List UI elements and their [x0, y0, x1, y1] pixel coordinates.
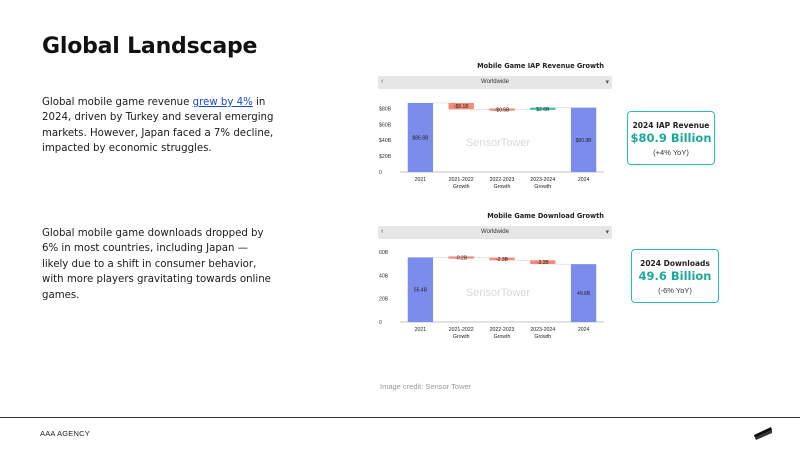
x-tick-label: 2021 [415, 177, 427, 183]
data-label: -3.3B [537, 260, 550, 266]
y-tick-label: $40B [379, 138, 392, 144]
kpi-label: 2024 Downloads [640, 259, 710, 268]
y-tick-label: 0 [379, 320, 382, 326]
bar [407, 257, 434, 322]
download-plot: SensorTower 0 20B 40B 60B 55.4B 2021 -0.2B 2021-… [379, 250, 604, 340]
kpi-change: (+4% YoY) [653, 148, 689, 157]
region-dropdown-label: Worldwide [481, 229, 509, 235]
x-tick-label: Growth [453, 184, 470, 190]
y-tick-label: $80B [379, 106, 392, 112]
x-tick-label: 2022-2023 [490, 177, 515, 183]
watermark-text: SensorTower [466, 137, 531, 149]
y-tick-label: 40B [379, 273, 389, 279]
data-label: -$8.1B [454, 104, 469, 110]
chevron-down-icon[interactable]: ▾ [605, 229, 609, 236]
kpi-card-revenue: 2024 IAP Revenue $80.9 Billion (+4% YoY) [627, 111, 715, 165]
revenue-growth-link[interactable]: grew by 4% [192, 97, 253, 108]
iap-revenue-plot: SensorTower 0 $20B $40B $60B $80B $86.8B 2021 -$… [379, 102, 604, 190]
x-tick-label: 2023-2024 [530, 327, 555, 333]
x-tick-label: 2022-2023 [490, 327, 515, 333]
bar [448, 102, 474, 110]
page-title: Global Landscape [42, 34, 258, 59]
footer-agency-name: AAA AGENCY [40, 429, 90, 438]
region-dropdown[interactable]: ‹ Worldwide ▾ [378, 76, 612, 89]
bar [570, 107, 597, 172]
bar [448, 256, 474, 259]
region-dropdown-label: Worldwide [481, 79, 509, 85]
x-tick-label: 2021-2022 [449, 177, 474, 183]
downloads-paragraph: Global mobile game downloads dropped by … [42, 228, 271, 301]
chevron-down-icon[interactable]: ▾ [605, 79, 609, 86]
x-tick-label: Growth [494, 184, 511, 190]
y-tick-label: 20B [379, 297, 389, 303]
x-tick-label: 2021 [415, 327, 427, 333]
chevron-left-icon[interactable]: ‹ [381, 228, 384, 235]
kpi-card-downloads: 2024 Downloads 49.6 Billion (-6% YoY) [631, 249, 719, 303]
revenue-paragraph: Global mobile game revenue grew by 4% in… [42, 95, 274, 157]
bar [489, 108, 515, 111]
chart-title: Mobile Game Download Growth [487, 212, 604, 220]
data-label: $80.9B [576, 138, 593, 144]
iap-revenue-chart: Mobile Game IAP Revenue Growth ‹ Worldwi… [370, 62, 618, 202]
y-tick-label: 0 [379, 170, 382, 176]
kpi-change: (-6% YoY) [658, 286, 692, 295]
kpi-value: $80.9 Billion [630, 131, 712, 145]
bar [530, 260, 556, 265]
x-tick-label: 2023-2024 [530, 177, 555, 183]
footer-divider [0, 417, 800, 418]
chart-title: Mobile Game IAP Revenue Growth [477, 62, 604, 70]
kpi-label: 2024 IAP Revenue [632, 121, 710, 130]
region-dropdown[interactable]: ‹ Worldwide ▾ [378, 226, 612, 239]
image-credit: Image credit: Sensor Tower [380, 382, 472, 391]
y-tick-label: 60B [379, 250, 389, 256]
data-label: -2.3B [496, 257, 509, 263]
x-tick-label: Growth [534, 184, 551, 190]
bar [407, 102, 434, 172]
data-label: -0.2B [455, 255, 468, 261]
data-label: $86.8B [412, 135, 429, 141]
download-chart: Mobile Game Download Growth ‹ Worldwide … [370, 212, 618, 352]
x-tick-label: 2024 [578, 327, 590, 333]
x-tick-label: Growth [453, 334, 470, 340]
revenue-text-end: in 2024, driven by Turkey and several em… [42, 97, 274, 155]
data-label: -$0.5B [495, 108, 510, 114]
chevron-left-icon[interactable]: ‹ [381, 78, 384, 85]
y-tick-label: $20B [379, 154, 392, 160]
agency-logo-icon [754, 427, 772, 440]
data-label: 55.4B [414, 288, 428, 294]
bar [570, 264, 597, 322]
data-label: $2.6B [536, 107, 550, 113]
kpi-value: 49.6 Billion [638, 269, 712, 283]
watermark-text: SensorTower [466, 287, 531, 299]
x-tick-label: Growth [534, 334, 551, 340]
bar [530, 107, 556, 110]
bar [489, 257, 515, 261]
y-tick-label: $60B [379, 122, 392, 128]
x-tick-label: 2021-2022 [449, 327, 474, 333]
x-tick-label: 2024 [578, 177, 590, 183]
x-tick-label: Growth [494, 334, 511, 340]
data-label: 49.6B [577, 291, 591, 297]
revenue-text-start: Global mobile game revenue [42, 97, 193, 108]
